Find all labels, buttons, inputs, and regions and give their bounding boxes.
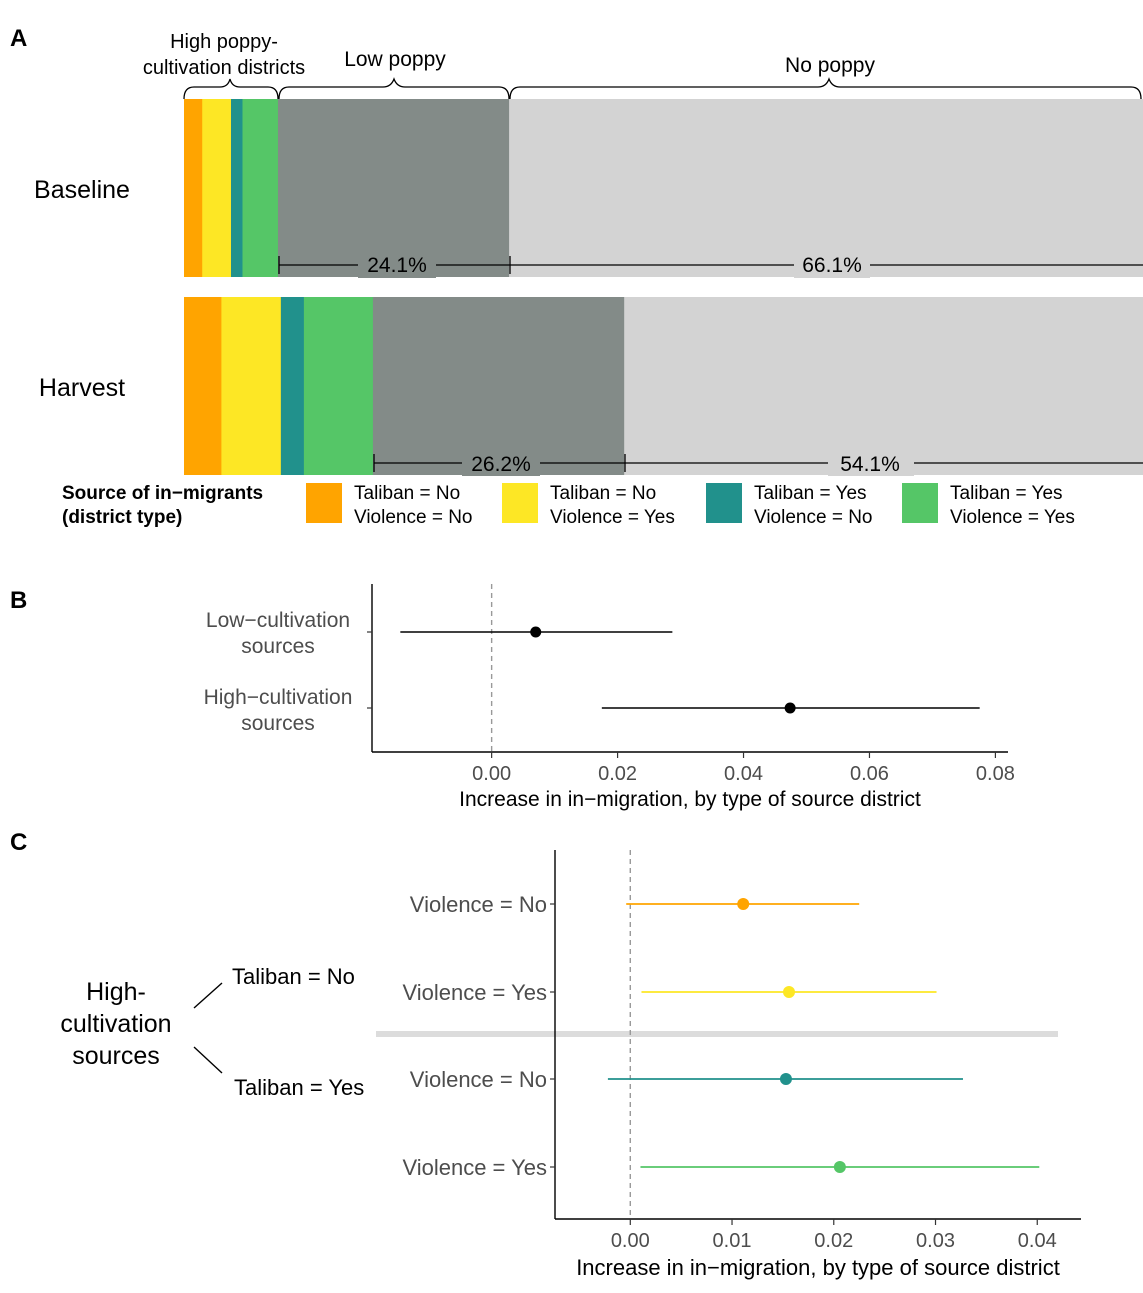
c-y-label-3: Violence = No — [410, 1067, 547, 1092]
bracket-high — [183, 78, 279, 100]
legend-label-1-line1: Taliban = No — [354, 483, 460, 504]
c-group-connector-upper — [193, 982, 223, 1009]
harvest-none-label-bg — [828, 450, 914, 476]
bar-segment-harvest-low-poppy — [372, 297, 625, 475]
panel-letter-b: B — [10, 587, 27, 614]
bar-segment-harvest-taliban-no-violence-yes — [221, 297, 282, 475]
c-group-main-line2: cultivation — [60, 1010, 171, 1038]
bar-segment-baseline-no-poppy — [509, 99, 1143, 277]
legend-label-1-line2: Violence = No — [354, 507, 472, 528]
legend: Source of in−migrants (district type) Ta… — [62, 483, 1075, 528]
harvest-low-label-bg — [462, 450, 540, 476]
b-x-tick-label-2: 0.04 — [724, 763, 763, 785]
stacked-bars — [184, 99, 1143, 475]
legend-label-3-line2: Violence = No — [754, 507, 872, 528]
b-point-1 — [784, 702, 796, 714]
b-y-label-high-line1: High−cultivation — [204, 686, 353, 709]
panel-b: B Low−cultivation sources High−cultivati… — [10, 584, 1015, 811]
c-group-main-line1: High- — [86, 978, 146, 1006]
legend-swatch-taliban-no-violence-no — [306, 483, 342, 523]
b-x-tick-label-1: 0.02 — [598, 763, 637, 785]
b-x-tick-label-3: 0.06 — [850, 763, 889, 785]
legend-label-4-line2: Violence = Yes — [950, 507, 1075, 528]
bar-segment-baseline-taliban-no-violence-yes — [202, 99, 232, 277]
b-x-tick-label-4: 0.08 — [976, 763, 1015, 785]
panel-a: A High poppy- cultivation districts Low … — [10, 25, 1143, 528]
b-point-0 — [530, 626, 542, 638]
c-group-label-taliban-yes: Taliban = Yes — [234, 1075, 364, 1100]
b-y-label-low-line1: Low−cultivation — [206, 609, 350, 632]
bar-segment-harvest-no-poppy — [624, 297, 1143, 475]
c-x-axis-title: Increase in in−migration, by type of sou… — [576, 1255, 1060, 1280]
legend-swatch-taliban-yes-violence-no — [706, 483, 742, 523]
bar-segment-baseline-taliban-yes-violence-yes — [242, 99, 279, 277]
legend-label-2-line1: Taliban = No — [550, 483, 656, 504]
c-group-connector-lower — [193, 1046, 223, 1074]
row-label-baseline: Baseline — [34, 176, 130, 204]
bracket-low — [278, 77, 510, 100]
panel-c: C Violence = No Violence = Yes Violence … — [10, 829, 1081, 1280]
b-marks: 0.00 0.02 0.04 0.06 0.08 — [400, 584, 1015, 785]
baseline-none-percent: 66.1% — [802, 254, 862, 277]
legend-title-line2: (district type) — [62, 507, 182, 528]
bracket-label-low: Low poppy — [344, 48, 446, 71]
legend-label-3-line1: Taliban = Yes — [754, 483, 867, 504]
legend-title-line1: Source of in−migrants — [62, 483, 263, 504]
b-x-axis-title: Increase in in−migration, by type of sou… — [459, 788, 921, 811]
legend-swatch-taliban-no-violence-yes — [502, 483, 538, 523]
c-x-tick-label-4: 0.04 — [1018, 1230, 1057, 1252]
c-point-0 — [737, 898, 750, 910]
harvest-none-percent: 54.1% — [840, 453, 900, 476]
bar-segment-harvest-taliban-yes-violence-no — [280, 297, 305, 475]
c-group-separator — [376, 1031, 1058, 1037]
legend-label-2-line2: Violence = Yes — [550, 507, 675, 528]
panel-letter-c: C — [10, 829, 27, 856]
c-y-label-4: Violence = Yes — [402, 1155, 547, 1180]
bar-segment-harvest-taliban-no-violence-no — [184, 297, 222, 475]
c-x-tick-label-0: 0.00 — [611, 1230, 650, 1252]
c-point-3 — [833, 1161, 846, 1173]
bracket-label-none: No poppy — [785, 54, 875, 77]
percent-annotations: 24.1% 66.1% 26.2% 54.1% — [278, 252, 1143, 476]
baseline-low-percent: 24.1% — [367, 254, 427, 277]
harvest-low-percent: 26.2% — [471, 453, 531, 476]
c-group-main-line3: sources — [72, 1042, 160, 1070]
legend-label-4-line1: Taliban = Yes — [950, 483, 1063, 504]
b-x-tick-label-0: 0.00 — [472, 763, 511, 785]
c-point-1 — [783, 986, 796, 998]
bar-segment-harvest-taliban-yes-violence-yes — [303, 297, 374, 475]
c-y-label-2: Violence = Yes — [402, 980, 547, 1005]
c-y-label-1: Violence = No — [410, 892, 547, 917]
b-y-label-high-line2: sources — [241, 712, 315, 735]
row-label-harvest: Harvest — [39, 374, 125, 402]
c-marks: 0.00 0.01 0.02 0.03 0.04 — [607, 850, 1057, 1252]
baseline-none-label-bg — [794, 252, 870, 278]
bar-segment-baseline-taliban-yes-violence-no — [230, 99, 243, 277]
bracket-label-high-line2: cultivation districts — [143, 57, 305, 79]
c-group-label-taliban-no: Taliban = No — [232, 964, 355, 989]
bracket-label-high-line1: High poppy- — [170, 31, 278, 53]
panel-letter-a: A — [10, 25, 27, 52]
c-x-tick-label-2: 0.02 — [814, 1230, 853, 1252]
bar-segment-baseline-taliban-no-violence-no — [184, 99, 203, 277]
b-y-label-low-line2: sources — [241, 635, 315, 658]
bar-segment-baseline-low-poppy — [277, 99, 510, 277]
curly-brackets — [183, 77, 1142, 100]
c-x-tick-label-1: 0.01 — [713, 1230, 752, 1252]
baseline-low-label-bg — [358, 252, 436, 278]
legend-swatch-taliban-yes-violence-yes — [902, 483, 938, 523]
c-x-tick-label-3: 0.03 — [916, 1230, 955, 1252]
c-point-2 — [779, 1073, 792, 1085]
bracket-none — [509, 77, 1142, 100]
